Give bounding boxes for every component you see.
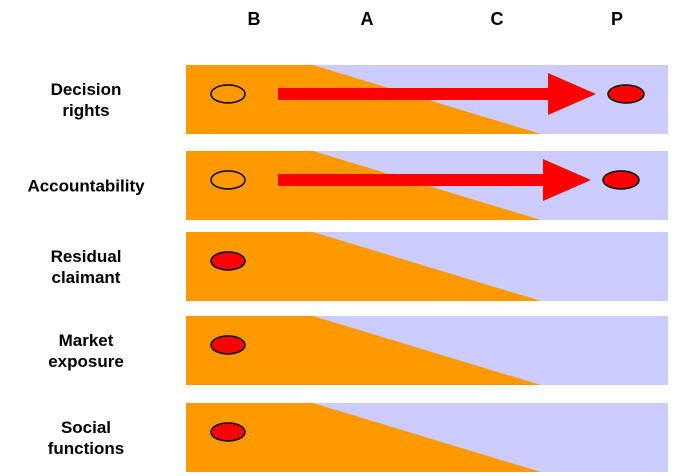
hollow-marker (210, 84, 246, 104)
dimension-rows: Decision rights Accountability Residual clai… (27, 65, 668, 472)
row-label: Decision (51, 80, 122, 99)
row-0: Decision rights (51, 65, 668, 134)
row-label: Residual (51, 247, 122, 266)
filled-marker (210, 422, 246, 442)
filled-marker (210, 335, 246, 355)
row-1: Accountability (27, 151, 668, 220)
row-label: rights (62, 101, 109, 120)
row-4: Social functions (48, 403, 668, 472)
row-3: Market exposure (48, 316, 668, 385)
red-arrow (278, 158, 591, 201)
column-header-p: P (611, 9, 623, 29)
row-label: functions (48, 439, 125, 458)
filled-marker (210, 251, 246, 271)
row-label: Market (59, 331, 114, 350)
row-2: Residual claimant (51, 232, 668, 301)
orange-region (186, 316, 541, 385)
row-label: claimant (52, 268, 121, 287)
target-marker (607, 84, 645, 104)
target-marker (602, 170, 640, 190)
row-label: Accountability (27, 177, 145, 196)
column-header-b: B (248, 9, 261, 29)
orange-region (186, 403, 541, 472)
column-header-c: C (491, 9, 504, 29)
column-header-a: A (361, 9, 374, 29)
red-arrow (278, 72, 596, 115)
hollow-marker (210, 170, 246, 190)
row-label: exposure (48, 352, 124, 371)
orange-region (186, 232, 541, 301)
row-label: Social (61, 418, 111, 437)
